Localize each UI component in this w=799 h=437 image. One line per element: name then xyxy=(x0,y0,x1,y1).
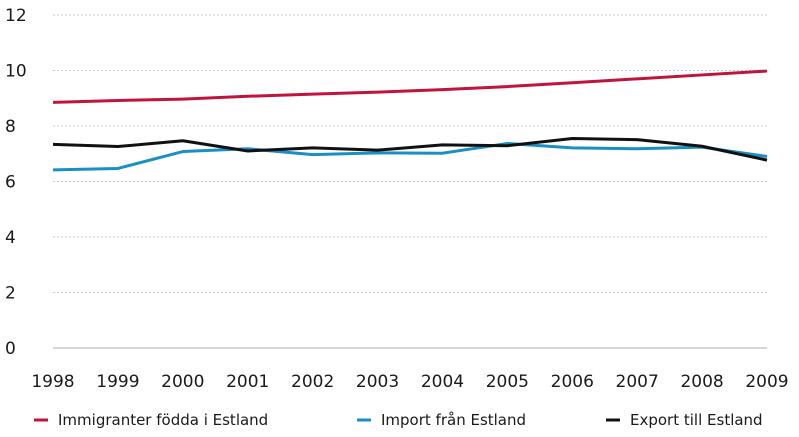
x-tick-label: 2000 xyxy=(161,372,204,392)
x-tick-label: 2006 xyxy=(551,372,594,392)
series-line-2 xyxy=(52,136,768,162)
legend-item-0: Immigranter födda i Estland xyxy=(34,411,268,429)
x-tick-label: 2007 xyxy=(616,372,659,392)
series-line-1 xyxy=(52,141,768,172)
legend-item-2: Export till Estland xyxy=(606,411,763,429)
grid xyxy=(53,14,767,293)
y-tick-label: 10 xyxy=(5,62,27,82)
axes: 0 2 4 6 8 10 12 1998 1999 2000 2001 2002 2003 2004 200… xyxy=(5,6,789,392)
legend-label: Export till Estland xyxy=(630,411,763,429)
x-tick-label: 2002 xyxy=(291,372,334,392)
series-line-0 xyxy=(52,69,768,104)
legend-label: Import från Estland xyxy=(381,411,526,429)
x-tick-label: 2008 xyxy=(680,372,723,392)
legend-label: Immigranter födda i Estland xyxy=(58,411,268,429)
y-tick-label: 4 xyxy=(5,228,16,248)
x-tick-label: 2004 xyxy=(421,372,464,392)
x-tick-label: 1999 xyxy=(96,372,139,392)
x-tick-label: 1998 xyxy=(31,372,74,392)
y-tick-label: 0 xyxy=(5,339,16,359)
legend-item-1: Import från Estland xyxy=(357,411,526,429)
x-tick-label: 2001 xyxy=(226,372,269,392)
y-tick-label: 8 xyxy=(5,117,16,137)
x-tick-label: 2009 xyxy=(745,372,788,392)
y-tick-label: 2 xyxy=(5,284,16,304)
series-lines xyxy=(52,69,768,172)
legend: Immigranter födda i Estland Import från E… xyxy=(34,411,763,429)
x-tick-label: 2005 xyxy=(486,372,529,392)
x-tick-label: 2003 xyxy=(356,372,399,392)
y-tick-label: 12 xyxy=(5,6,27,26)
y-tick-label: 6 xyxy=(5,173,16,193)
